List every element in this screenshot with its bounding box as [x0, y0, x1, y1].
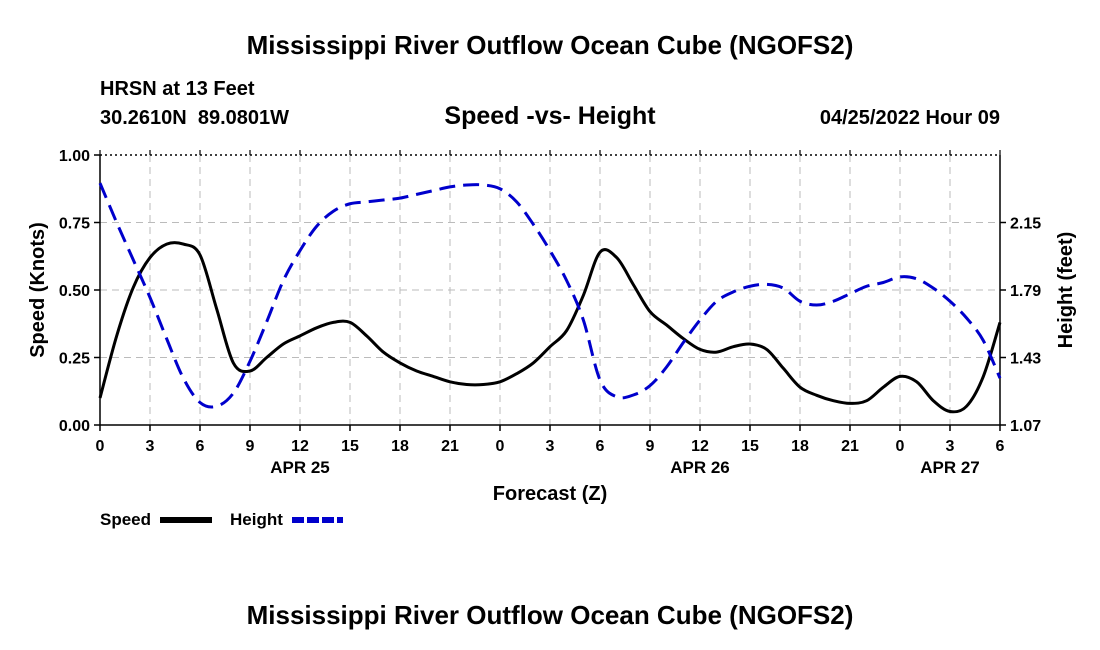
x-tick-label: 6 — [596, 438, 605, 455]
y2-tick-label: 2.15 — [1010, 216, 1041, 233]
x-tick-label: 15 — [341, 438, 359, 455]
x-tick-label: 9 — [246, 438, 255, 455]
grid-lines — [100, 155, 1000, 425]
x-tick-label: 0 — [896, 438, 905, 455]
forecast-datetime: 04/25/2022 Hour 09 — [820, 107, 1000, 129]
x-tick-label: 6 — [996, 438, 1005, 455]
y-tick-label: 0.00 — [59, 418, 90, 435]
x-tick-label: 21 — [441, 438, 459, 455]
y-tick-label: 0.25 — [59, 351, 90, 368]
y-tick-label: 0.50 — [59, 283, 90, 300]
x-tick-label: 0 — [496, 438, 505, 455]
x-tick-label: 3 — [146, 438, 155, 455]
x-tick-label: 3 — [946, 438, 955, 455]
x-tick-label: 3 — [546, 438, 555, 455]
date-label: APR 25 — [270, 458, 330, 477]
x-tick-label: 12 — [691, 438, 709, 455]
station-coords: 30.2610N 89.0801W — [100, 107, 289, 129]
y-axis-label: Speed (Knots) — [27, 222, 49, 358]
date-label: APR 26 — [670, 458, 730, 477]
x-tick-label: 18 — [791, 438, 809, 455]
x-tick-label: 9 — [646, 438, 655, 455]
axis-ticks: 0 3 6 9 12 15 18 21 0 3 6 9 12 15 18 21 0 3 6 APR 25 APR 26 A… — [59, 148, 1041, 477]
x-tick-label: 15 — [741, 438, 759, 455]
x-tick-label: 12 — [291, 438, 309, 455]
y2-tick-label: 1.43 — [1010, 351, 1041, 368]
y-tick-label: 0.75 — [59, 216, 90, 233]
x-tick-label: 6 — [196, 438, 205, 455]
x-tick-label: 0 — [96, 438, 105, 455]
y-tick-label: 1.00 — [59, 148, 90, 165]
legend-label-speed: Speed — [100, 510, 151, 529]
x-axis-label: Forecast (Z) — [493, 483, 607, 505]
bottom-title: Mississippi River Outflow Ocean Cube (NG… — [247, 600, 854, 630]
height-series-line — [98, 182, 1002, 409]
legend: Speed Height — [100, 510, 343, 529]
series-lines — [98, 182, 1002, 414]
y2-axis-label: Height (feet) — [1055, 232, 1077, 349]
legend-label-height: Height — [230, 510, 283, 529]
x-tick-label: 18 — [391, 438, 409, 455]
main-title: Mississippi River Outflow Ocean Cube (NG… — [247, 30, 854, 60]
y2-tick-label: 1.07 — [1010, 418, 1041, 435]
speed-series-line — [98, 241, 1002, 414]
y2-tick-label: 1.79 — [1010, 283, 1041, 300]
x-tick-label: 21 — [841, 438, 859, 455]
date-label: APR 27 — [920, 458, 980, 477]
chart-title: Speed -vs- Height — [444, 102, 656, 130]
station-name: HRSN at 13 Feet — [100, 78, 255, 100]
